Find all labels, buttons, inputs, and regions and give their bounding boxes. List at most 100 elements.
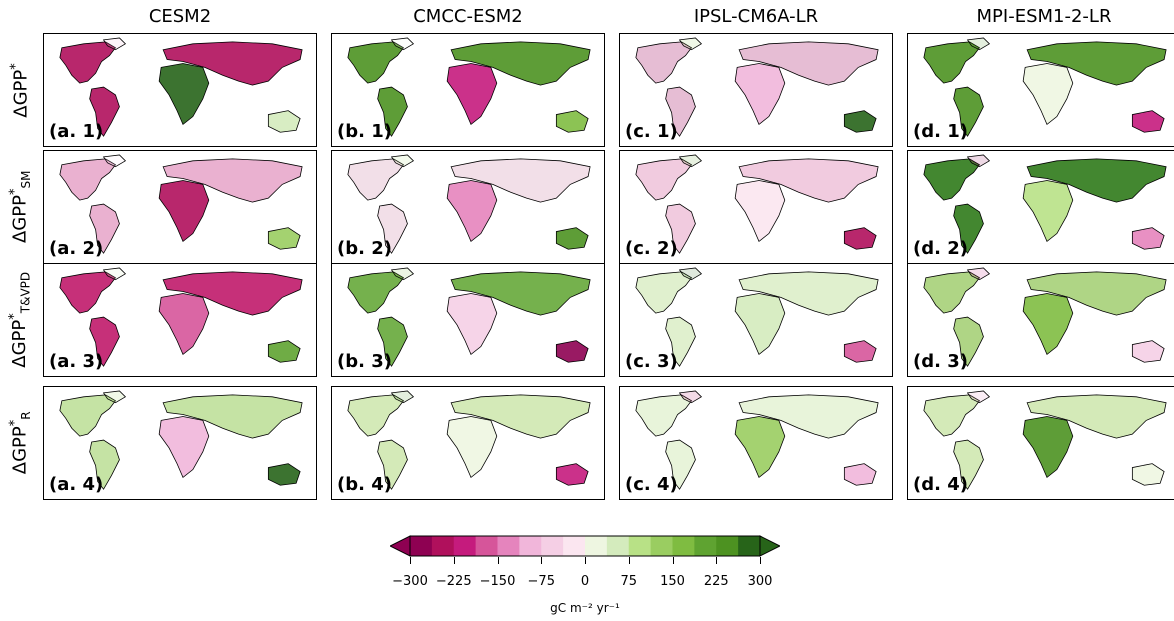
colorbar-tick-mark [410, 557, 411, 564]
panel-label: (b. 2) [337, 238, 392, 259]
colorbar-tick-label: −150 [479, 574, 516, 589]
continent-shape [555, 227, 589, 250]
continent-shape [678, 154, 703, 168]
map-panel: (c. 4) [619, 386, 893, 500]
world-map [635, 390, 879, 490]
colorbar-tick-label: −75 [527, 574, 555, 589]
continent-shape [1022, 180, 1074, 243]
colorbar-swatch [497, 536, 520, 556]
continent-shape [678, 37, 703, 51]
panel-label: (c. 1) [625, 121, 678, 142]
panel-label: (d. 2) [913, 238, 968, 259]
panel-label: (d. 3) [913, 351, 968, 372]
colorbar-tick-label: 150 [660, 574, 685, 589]
panel-label: (a. 3) [49, 351, 104, 372]
panel-label: (a. 1) [49, 121, 104, 142]
map-panel: (c. 1) [619, 33, 893, 147]
continent-shape [377, 439, 408, 490]
colorbar-tick-mark [585, 557, 586, 564]
continent-shape [102, 267, 127, 281]
continent-shape [347, 271, 405, 314]
map-panel: (b. 3) [331, 263, 605, 377]
continent-shape [102, 37, 127, 51]
continent-shape [665, 86, 696, 137]
world-map [923, 390, 1167, 490]
continent-shape [1022, 63, 1074, 126]
world-map [923, 154, 1167, 254]
map-panel: (b. 1) [331, 33, 605, 147]
column-title: MPI-ESM1-2-LR [976, 6, 1112, 27]
continent-shape [923, 41, 981, 84]
continent-shape [843, 463, 877, 486]
column-title: CESM2 [148, 6, 212, 27]
continent-shape [267, 227, 301, 250]
row-label: ΔGPP*T&VPD [7, 272, 33, 368]
colorbar-tick-mark [760, 557, 761, 564]
world-map [635, 267, 879, 367]
continent-shape [1026, 158, 1167, 203]
continent-shape [450, 158, 591, 203]
continent-shape [678, 390, 703, 404]
continent-shape [450, 271, 591, 316]
colorbar-tick-label: 0 [580, 574, 590, 589]
world-map [347, 154, 591, 254]
colorbar-swatch [475, 536, 498, 556]
colorbar-tick-mark [541, 557, 543, 564]
world-map [59, 154, 303, 254]
map-panel: (a. 4) [43, 386, 317, 500]
colorbar-tick-label: 300 [747, 574, 773, 589]
row-label: ΔGPP*R [7, 411, 33, 475]
continent-shape [923, 158, 981, 201]
continent-shape [678, 267, 703, 281]
panel-label: (b. 1) [337, 121, 392, 142]
continent-shape [734, 293, 786, 356]
continent-shape [267, 340, 301, 363]
continent-shape [1022, 293, 1074, 356]
continent-shape [446, 63, 498, 126]
continent-shape [665, 439, 696, 490]
world-map [635, 37, 879, 137]
colorbar-swatch [519, 536, 542, 556]
column-title: CMCC-ESM2 [413, 6, 523, 27]
panel-label: (b. 3) [337, 351, 392, 372]
colorbar [390, 535, 780, 557]
continent-shape [347, 158, 405, 201]
panel-label: (d. 1) [913, 121, 968, 142]
continent-shape [1131, 227, 1165, 250]
continent-shape [446, 293, 498, 356]
continent-shape [953, 439, 984, 490]
continent-shape [158, 416, 210, 479]
colorbar-swatch [716, 536, 739, 556]
continent-shape [665, 203, 696, 254]
world-map [59, 37, 303, 137]
panel-label: (d. 4) [913, 474, 968, 495]
continent-shape [1131, 340, 1165, 363]
continent-shape [59, 271, 117, 314]
continent-shape [377, 86, 408, 137]
continent-shape [738, 271, 879, 316]
colorbar-tick-label: −300 [392, 574, 428, 589]
continent-shape [1026, 271, 1167, 316]
colorbar-swatch [606, 536, 630, 556]
continent-shape [843, 110, 877, 133]
panel-label: (a. 4) [49, 474, 104, 495]
continent-shape [843, 227, 877, 250]
continent-shape [267, 110, 301, 133]
colorbar-swatch [628, 536, 652, 556]
continent-shape [738, 41, 879, 86]
world-map [347, 390, 591, 490]
panel-label: (b. 4) [337, 474, 392, 495]
continent-shape [59, 158, 117, 201]
colorbar-swatch [453, 536, 477, 556]
continent-shape [966, 154, 991, 168]
continent-shape [162, 271, 303, 316]
colorbar-swatch [410, 536, 433, 556]
continent-shape [665, 316, 696, 367]
colorbar-tick-mark [628, 557, 630, 564]
continent-shape [89, 203, 120, 254]
continent-shape [446, 180, 498, 243]
world-map [347, 267, 591, 367]
continent-shape [635, 158, 693, 201]
continent-shape [390, 390, 415, 404]
continent-shape [734, 180, 786, 243]
